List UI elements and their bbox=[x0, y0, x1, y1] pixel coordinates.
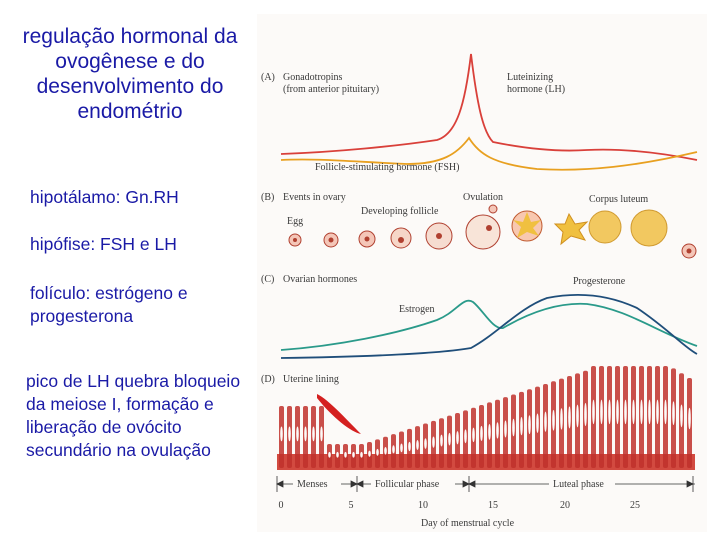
day-axis-ticks: 0 5 10 15 20 25 bbox=[279, 500, 641, 511]
tick-0: 0 bbox=[279, 500, 284, 511]
ovulation-label: Ovulation bbox=[463, 192, 503, 203]
fsh-label: Follicle-stimulating hormone (FSH) bbox=[315, 162, 459, 173]
panel-d-label: (D) bbox=[261, 374, 275, 385]
bullet-hypothalamus: hipotálamo: Gn.RH bbox=[30, 187, 179, 207]
progesterone-curve bbox=[280, 293, 698, 359]
panel-a-title-1: Gonadotropins bbox=[283, 72, 343, 83]
lh-curve bbox=[280, 53, 698, 161]
progesterone-label: Progesterone bbox=[573, 276, 626, 287]
ovary-events-drawings bbox=[288, 204, 697, 259]
bullet-follicle: folículo: estrógeno e progesterona bbox=[30, 283, 188, 326]
tick-15: 15 bbox=[488, 500, 498, 511]
panel-b-title: Events in ovary bbox=[283, 192, 346, 203]
fsh-curve bbox=[280, 136, 698, 171]
follicular-phase-label: Follicular phase bbox=[375, 479, 440, 490]
panel-c-label: (C) bbox=[261, 274, 274, 285]
egg-label: Egg bbox=[287, 216, 303, 227]
panel-a-label: (A) bbox=[261, 72, 275, 83]
corpus-luteum-label: Corpus luteum bbox=[589, 194, 648, 205]
menses-label: Menses bbox=[297, 479, 328, 490]
panel-c-title: Ovarian hormones bbox=[283, 274, 357, 285]
estrogen-curve bbox=[280, 299, 698, 351]
lh-label-2: hormone (LH) bbox=[507, 84, 565, 95]
panel-b-label: (B) bbox=[261, 192, 274, 203]
bullet-lh-peak: pico de LH quebra bloqueio da meiose I, … bbox=[26, 371, 241, 460]
menstrual-flow bbox=[317, 394, 361, 434]
lh-label-1: Luteinizing bbox=[507, 72, 553, 83]
panel-d-title: Uterine lining bbox=[283, 374, 339, 385]
bullet-pituitary: hipófise: FSH e LH bbox=[30, 234, 177, 254]
developing-follicle-label: Developing follicle bbox=[361, 206, 439, 217]
panel-a-title-2: (from anterior pituitary) bbox=[283, 84, 379, 95]
endometrium-drawing bbox=[277, 366, 695, 470]
tick-20: 20 bbox=[560, 500, 570, 511]
day-axis-label: Day of menstrual cycle bbox=[421, 518, 515, 529]
tick-10: 10 bbox=[418, 500, 428, 511]
slide-title: regulação hormonal da ovogênese e do des… bbox=[22, 25, 238, 123]
phase-bars bbox=[276, 476, 695, 492]
estrogen-label: Estrogen bbox=[399, 304, 435, 315]
tick-25: 25 bbox=[630, 500, 640, 511]
menstrual-cycle-figure: (A) Gonadotropins (from anterior pituita… bbox=[257, 14, 707, 532]
tick-5: 5 bbox=[349, 500, 354, 511]
luteal-phase-label: Luteal phase bbox=[553, 479, 604, 490]
